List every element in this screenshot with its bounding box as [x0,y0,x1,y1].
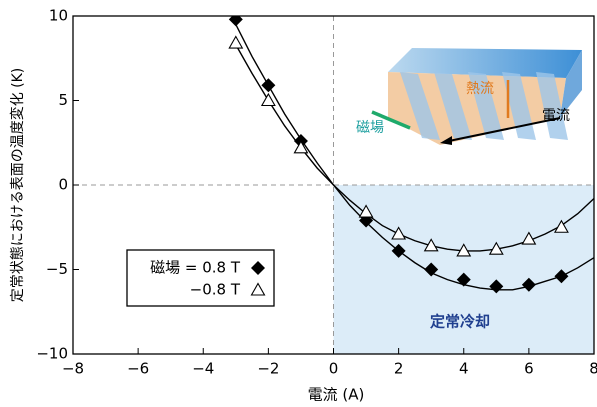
x-tick-label: 4 [459,360,469,378]
stripe [502,72,536,140]
diamond-marker [521,277,536,292]
triangle-marker [250,282,266,296]
annotation: 熱流 [466,81,494,97]
triangle-marker [260,92,276,107]
triangle-marker [553,219,569,233]
annotation: 電流 [542,108,570,124]
annotation: 磁場 [356,120,384,136]
diamond-marker [554,269,569,284]
current-arrow [443,117,561,143]
bar-top [388,48,582,78]
x-tick-label: 6 [524,360,534,378]
legend-box [126,249,275,307]
stripe [536,72,568,140]
y-axis-label: 定常状態における表面の温度変化 (K) [9,68,26,303]
fit-curve [235,44,595,252]
x-tick-label: −2 [257,360,279,378]
x-tick-label: 0 [329,360,339,378]
annotation: 定常冷却 [430,313,490,331]
x-tick-label: 8 [589,360,597,378]
y-tick-label: −5 [46,260,68,278]
stripe [434,72,472,140]
diamond-marker [391,243,406,258]
diamond-marker [456,272,471,287]
diamond-marker [251,261,265,275]
diamond-marker [261,78,276,93]
x-tick-label: −8 [62,360,84,378]
inset-illustration [371,48,582,145]
triangle-marker [228,35,244,49]
field-arrow [371,110,411,130]
x-tick-label: −4 [192,360,214,378]
arrow-head [440,136,452,145]
y-tick-label: 0 [58,176,68,194]
y-tick-label: −10 [36,345,68,363]
x-tick-label: 2 [394,360,404,378]
diamond-marker [489,279,504,294]
x-axis-label: 電流 (A) [308,386,365,404]
triangle-marker [521,231,537,245]
bar-side [560,50,582,118]
triangle-marker [358,204,374,218]
x-tick-label: −6 [127,360,149,378]
plot-area [228,16,595,294]
cooling-region [333,185,594,354]
diamond-marker [424,262,439,277]
diamond-marker [228,16,243,27]
stripe [468,72,504,140]
legend-label: −0.8 T [190,281,241,299]
triangle-marker [488,241,504,255]
legend-label: 磁場 = 0.8 T [150,259,241,277]
stripe [400,72,440,140]
triangle-marker [456,243,472,257]
y-tick-label: 5 [58,91,68,109]
triangle-marker [391,226,407,240]
triangle-marker [423,238,439,252]
y-tick-label: 10 [49,7,68,25]
triangle-marker [293,140,309,154]
